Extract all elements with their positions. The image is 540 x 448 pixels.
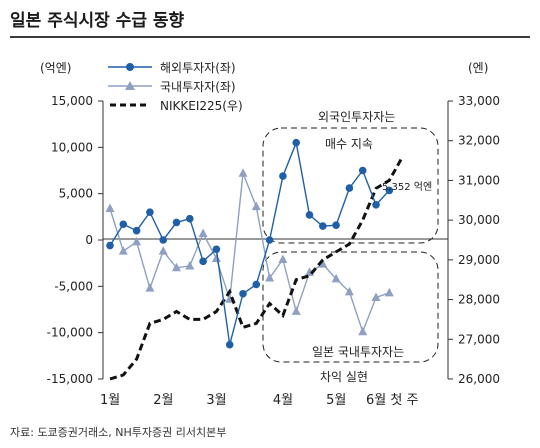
right-tick-label: 27,000: [458, 332, 500, 346]
domestic-point: [211, 253, 221, 263]
domestic-point: [291, 306, 301, 315]
chart: 15,000 10,000 5,000 0 -5,000 -10,000 -15,000 3…: [40, 61, 500, 408]
left-tick-label: 5,000: [59, 187, 93, 201]
right-axis-label: (엔): [468, 61, 488, 75]
foreign-point: [305, 211, 314, 219]
foreign-point: [239, 289, 247, 298]
left-tick-label: 15,000: [51, 94, 93, 108]
left-tick-label: -15,000: [47, 372, 93, 386]
right-tick-label: 30,000: [458, 213, 500, 227]
legend-nikkei-label: NIKKEI225(우): [160, 99, 243, 113]
legend-foreign-marker: [126, 63, 134, 71]
foreign-point: [172, 218, 181, 227]
foreign-point: [292, 138, 301, 147]
legend: 해외투자자(좌) 국내투자자(좌) NIKKEI225(우): [108, 61, 243, 113]
foreign-point: [199, 257, 207, 266]
domestic-point: [132, 236, 142, 246]
domestic-point: [198, 228, 208, 238]
foreign-point: [265, 236, 274, 244]
legend-domestic-label: 국내투자자(좌): [160, 80, 236, 94]
left-tick-label: 0: [85, 233, 93, 247]
foreign-point: [146, 208, 154, 216]
right-tick-label: 32,000: [458, 134, 500, 148]
foreign-point: [106, 241, 114, 250]
right-tick-label: 29,000: [458, 253, 500, 267]
x-tick-label: 6월 첫 주: [366, 393, 418, 408]
annotation-domestic-line1: 일본 국내투자자는: [312, 345, 404, 359]
domestic-point: [265, 272, 275, 282]
foreign-point: [332, 221, 340, 229]
right-tick-label: 26,000: [458, 372, 500, 386]
domestic-line: [109, 173, 390, 334]
foreign-line: [109, 140, 390, 345]
legend-foreign-label: 해외투자자(좌): [160, 61, 236, 75]
domestic-highlight-box: [262, 251, 439, 363]
foreign-point: [132, 226, 141, 235]
left-tick-label: -10,000: [47, 326, 93, 340]
foreign-point: [372, 200, 380, 209]
domestic-point: [105, 203, 115, 212]
foreign-point: [358, 166, 367, 175]
foreign-point: [119, 220, 128, 229]
right-tick-label: 28,000: [458, 293, 500, 307]
domestic-point: [384, 287, 394, 297]
left-tick-label: 10,000: [51, 140, 93, 154]
domestic-point: [251, 201, 261, 211]
series-domestic: [105, 168, 394, 336]
series-foreign: [106, 138, 394, 349]
foreign-point: [385, 186, 394, 195]
source-note: 자료: 도쿄증권거래소, NH투자증권 리서치본부: [10, 426, 227, 439]
title-divider: [10, 36, 530, 38]
right-tick-label: 33,000: [458, 94, 500, 108]
foreign-point: [319, 222, 327, 230]
right-tick-label: 31,000: [458, 173, 500, 187]
page-title: 일본 주식시장 수급 동향: [10, 11, 185, 31]
foreign-point: [345, 184, 354, 192]
domestic-point: [118, 246, 128, 255]
x-tick-label: 1월: [100, 393, 120, 408]
domestic-point: [344, 286, 354, 296]
annotation-domestic-line2: 차익 실현: [320, 370, 368, 384]
x-tick-label: 4월: [273, 393, 293, 408]
nikkei-line: [109, 155, 404, 381]
foreign-point: [212, 245, 221, 254]
x-tick-label: 2월: [153, 393, 173, 408]
foreign-point: [279, 172, 287, 180]
annotation-foreign-line2: 매수 지속: [325, 137, 373, 151]
domestic-point: [238, 168, 248, 177]
domestic-point: [331, 273, 341, 283]
domestic-point: [358, 326, 368, 336]
domestic-point: [371, 292, 381, 301]
foreign-point: [159, 236, 167, 244]
left-tick-label: -5,000: [54, 279, 93, 293]
foreign-point: [252, 280, 261, 289]
domestic-point: [278, 254, 288, 263]
legend-domestic-marker: [125, 81, 135, 90]
annotation-foreign-value: 5,352 억엔: [382, 181, 432, 193]
domestic-point: [145, 283, 155, 292]
foreign-point: [186, 214, 194, 223]
annotation-foreign-line1: 외국인투자자는: [318, 110, 395, 124]
left-axis-label: (억엔): [40, 61, 71, 75]
x-tick-label: 5월: [326, 393, 346, 408]
x-tick-label: 3월: [206, 393, 226, 408]
domestic-point: [158, 246, 168, 255]
domestic-point: [318, 259, 328, 268]
domestic-point: [172, 262, 181, 272]
series-nikkei: [109, 155, 404, 381]
domestic-point: [185, 260, 195, 270]
foreign-point: [225, 340, 234, 349]
